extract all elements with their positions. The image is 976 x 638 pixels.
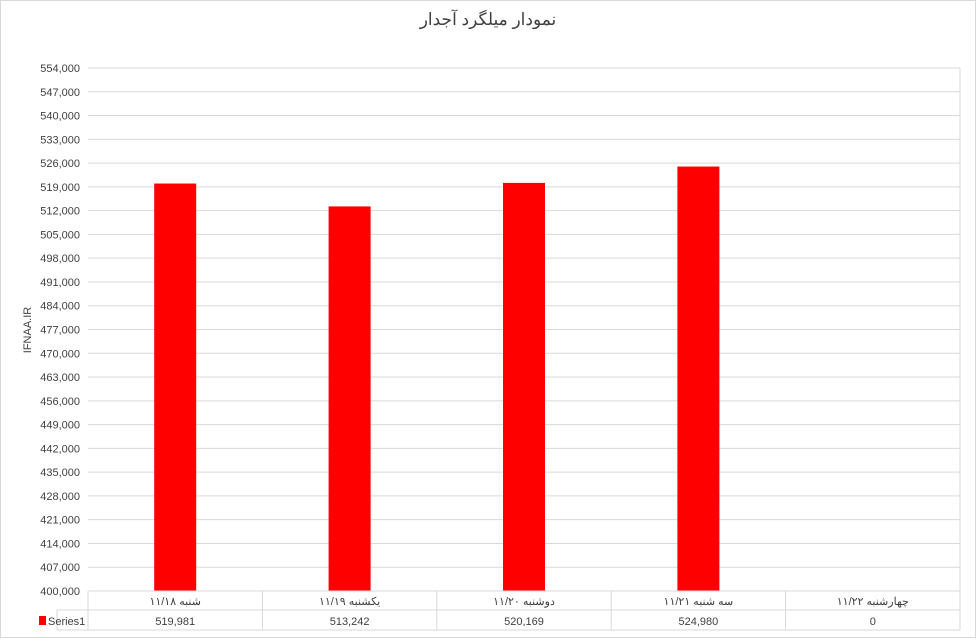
y-tick-label: 491,000 (40, 277, 80, 289)
y-tick-label: 554,000 (40, 63, 80, 75)
x-category-label: یکشنبه ۱۱/۱۹ (319, 596, 380, 608)
y-tick-label: 512,000 (40, 206, 80, 218)
chart-title: نمودار میلگرد آجدار (419, 10, 557, 29)
x-category-label: چهارشنبه ۱۱/۲۲ (837, 596, 909, 608)
bar (503, 182, 545, 591)
x-category-label: دوشنبه ۱۱/۲۰ (493, 596, 555, 608)
y-tick-label: 498,000 (40, 253, 80, 265)
y-tick-label: 547,000 (40, 87, 80, 99)
y-tick-label: 526,000 (40, 158, 80, 170)
y-tick-label: 428,000 (40, 491, 80, 503)
y-tick-label: 519,000 (40, 182, 80, 194)
data-table-value: 513,242 (330, 616, 370, 628)
y-tick-label: 414,000 (40, 538, 80, 550)
data-table-value: 520,169 (504, 616, 544, 628)
y-tick-label: 421,000 (40, 515, 80, 527)
y-tick-label: 505,000 (40, 229, 80, 241)
y-tick-label: 400,000 (40, 586, 80, 598)
y-tick-label: 477,000 (40, 325, 80, 337)
y-tick-label: 435,000 (40, 467, 80, 479)
x-category-label: سه شنبه ۱۱/۲۱ (664, 596, 734, 608)
y-tick-label: 407,000 (40, 562, 80, 574)
y-tick-label: 484,000 (40, 301, 80, 313)
y-tick-label: 463,000 (40, 372, 80, 384)
y-tick-label: 470,000 (40, 348, 80, 360)
bar (328, 206, 371, 591)
bar (677, 166, 720, 591)
bar (154, 183, 197, 592)
data-table-value: 0 (870, 616, 876, 628)
y-tick-label: 449,000 (40, 420, 80, 432)
y-tick-label: 533,000 (40, 134, 80, 146)
legend-label: Series1 (48, 616, 85, 628)
data-table-value: 519,981 (155, 616, 195, 628)
legend-swatch (39, 616, 46, 625)
y-tick-label: 540,000 (40, 111, 80, 123)
y-tick-label: 456,000 (40, 396, 80, 408)
data-table-value: 524,980 (679, 616, 719, 628)
y-tick-label: 442,000 (40, 443, 80, 455)
x-category-label: شنبه ۱۱/۱۸ (149, 596, 201, 608)
